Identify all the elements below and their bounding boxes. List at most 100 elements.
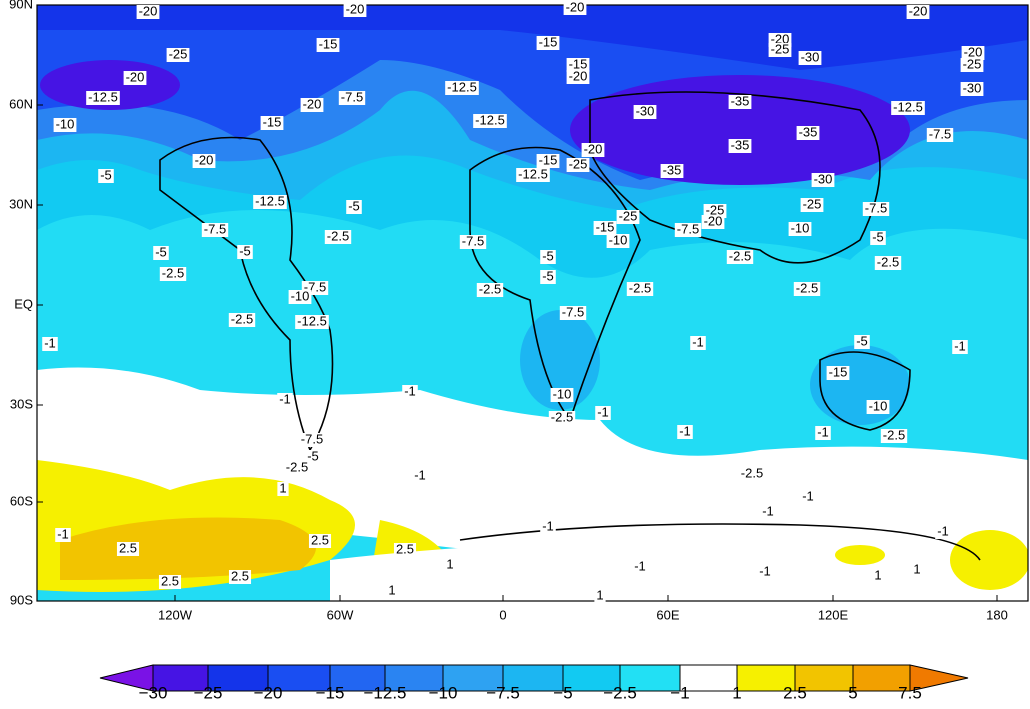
contour-label-box	[874, 256, 902, 270]
contour-label-box	[338, 91, 366, 105]
contour-label: -20	[569, 68, 588, 83]
contour-label-box	[412, 469, 428, 483]
contour-label: -1	[44, 335, 56, 350]
contour-label: 2.5	[161, 573, 179, 588]
contour-label: -20	[584, 141, 603, 156]
colorbar-label: −7.5	[486, 683, 520, 702]
contour-label-box	[728, 95, 752, 109]
contour-label: 2.5	[231, 568, 249, 583]
contour-label-box	[516, 168, 550, 182]
contour-label: -7.5	[562, 304, 584, 319]
contour-label-box	[158, 575, 182, 589]
contour-label: -20	[195, 152, 214, 167]
contour-label: -30	[963, 80, 982, 95]
contour-label-box	[473, 114, 507, 128]
contour-label: -1	[759, 563, 771, 578]
contour-label: -7.5	[462, 233, 484, 248]
contour-label: -20	[126, 69, 145, 84]
contour-label-box	[277, 393, 293, 407]
contour-label-box	[738, 467, 766, 481]
contour-label: -2.5	[729, 248, 751, 263]
contour-label-box	[793, 282, 821, 296]
contour-label: -5	[100, 167, 112, 182]
lat-label: 60N	[9, 96, 33, 111]
contour-label-box	[536, 154, 560, 168]
contour-label: -15	[263, 114, 282, 129]
colorbar-label: −20	[254, 683, 283, 702]
contour-label: -1	[542, 518, 554, 533]
colorbar-label: −5	[553, 683, 572, 702]
contour-label-box	[116, 542, 140, 556]
contour-label: -1	[802, 488, 814, 503]
contour-label-box	[559, 306, 587, 320]
contour-label: -25	[771, 41, 790, 56]
contour-label: -10	[869, 398, 888, 413]
contour-label-box	[260, 116, 284, 130]
colorbar-box	[562, 664, 621, 692]
contour-label: -1	[817, 424, 829, 439]
contour-label: -2.5	[162, 265, 184, 280]
contour-label-box	[288, 290, 312, 304]
contour-label-box	[757, 565, 773, 579]
contour-label: 1	[279, 480, 286, 495]
contour-label: -10	[56, 116, 75, 131]
contour-label-box	[98, 169, 114, 183]
contour-label-box	[459, 235, 487, 249]
contour-label: -5	[307, 448, 319, 463]
contour-label: 1	[388, 582, 395, 597]
contour-label: -20	[303, 96, 322, 111]
contour-label-box	[926, 128, 954, 142]
contour-label-box	[815, 426, 831, 440]
contour-label-box	[166, 48, 190, 62]
contour-label: -12.5	[518, 166, 548, 181]
contour-label-box	[277, 482, 289, 496]
contour-label: -12.5	[297, 313, 327, 328]
lon-label: 60E	[656, 607, 679, 622]
contour-label: -15	[829, 364, 848, 379]
contour-label-box	[536, 36, 560, 50]
contour-label: -2.5	[629, 280, 651, 295]
contour-label: -1	[937, 523, 949, 538]
contour-label-box	[283, 461, 311, 475]
contour-label: 1	[874, 567, 881, 582]
contour-label-box	[192, 154, 216, 168]
contour-label: -7.5	[341, 89, 363, 104]
contour-label-box	[632, 560, 648, 574]
contour-label: -1	[692, 334, 704, 349]
contour-label-box	[911, 563, 923, 577]
contour-label-box	[86, 91, 120, 105]
contour-label: -15	[539, 34, 558, 49]
colorbar-label: −10	[429, 683, 458, 702]
contour-label: -2.5	[741, 465, 763, 480]
colorbar-box	[207, 664, 269, 692]
contour-label: -12.5	[255, 193, 285, 208]
contour-label-box	[788, 222, 812, 236]
contour-label: -1	[597, 404, 609, 419]
contour-label: 1	[913, 561, 920, 576]
contour-label: -1	[57, 526, 69, 541]
contour-label: -2.5	[286, 459, 308, 474]
lon-label: 120W	[158, 607, 193, 622]
contour-label: -15	[569, 56, 588, 71]
contour-label-box	[159, 267, 187, 281]
contour-label: -1	[414, 467, 426, 482]
contour-label: -5	[542, 248, 554, 263]
colorbar-label: −12.5	[363, 683, 406, 702]
contour-label: -25	[569, 156, 588, 171]
contour-label-box	[800, 198, 824, 212]
contour-label: -12.5	[447, 79, 477, 94]
contour-label-box	[324, 230, 352, 244]
contour-label: -2.5	[883, 427, 905, 442]
contour-label: -20	[704, 213, 723, 228]
contour-label-box	[308, 534, 332, 548]
lat-label: 90N	[9, 0, 33, 11]
contour-label-box	[593, 221, 617, 235]
contour-label: 1	[446, 556, 453, 571]
contour-label-box	[445, 81, 479, 95]
contour-label-box	[548, 411, 576, 425]
lon-label: 180	[986, 607, 1008, 622]
contour-label-box	[228, 570, 252, 584]
contour-label-box	[295, 315, 329, 329]
map-field	[37, 5, 1028, 601]
contour-label: -12.5	[893, 99, 923, 114]
